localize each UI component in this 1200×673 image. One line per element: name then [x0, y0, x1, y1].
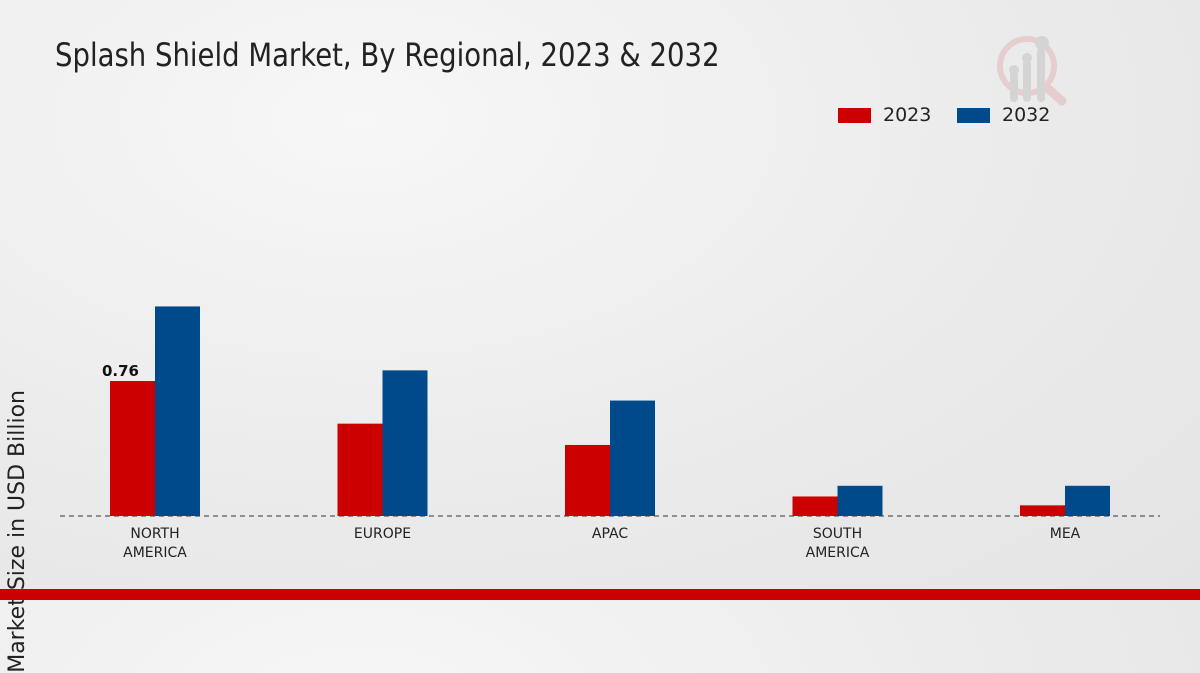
bar-2023-0: [110, 381, 155, 516]
x-tick-label: AMERICA: [806, 545, 870, 561]
bar-2032-3: [837, 485, 883, 516]
legend-item-2032: 2032: [957, 104, 1050, 126]
bar-2032-2: [610, 400, 655, 516]
legend-item-2023: 2023: [838, 104, 931, 126]
x-tick-label: EUROPE: [354, 526, 411, 542]
bar-2023-2: [565, 444, 610, 516]
chart-title: Splash Shield Market, By Regional, 2023 …: [55, 36, 720, 74]
bar-2023-1: [337, 423, 383, 516]
x-tick-label: AMERICA: [123, 545, 187, 561]
x-tick-label: NORTH: [130, 526, 179, 542]
x-tick-label: MEA: [1050, 526, 1081, 542]
bar-chart: NORTH AMERICA EUROPE APAC SOUTH AMERICA MEA 0.7…: [60, 36, 1160, 561]
legend-label: 2023: [883, 104, 932, 126]
footer-bar: [0, 589, 1200, 600]
bar-2032-4: [1065, 485, 1110, 516]
bar-2023-4: [1020, 505, 1065, 516]
x-tick-label: SOUTH: [813, 526, 862, 542]
bar-2032-1: [382, 370, 428, 516]
bar-2023-3: [792, 496, 838, 516]
logo-icon: [997, 36, 1067, 106]
bar-2032-0: [155, 306, 200, 516]
data-label: 0.76: [102, 362, 139, 380]
legend-label: 2032: [1002, 104, 1051, 126]
legend-swatch: [838, 107, 871, 123]
x-tick-label: APAC: [592, 526, 628, 542]
legend-swatch: [957, 107, 990, 123]
